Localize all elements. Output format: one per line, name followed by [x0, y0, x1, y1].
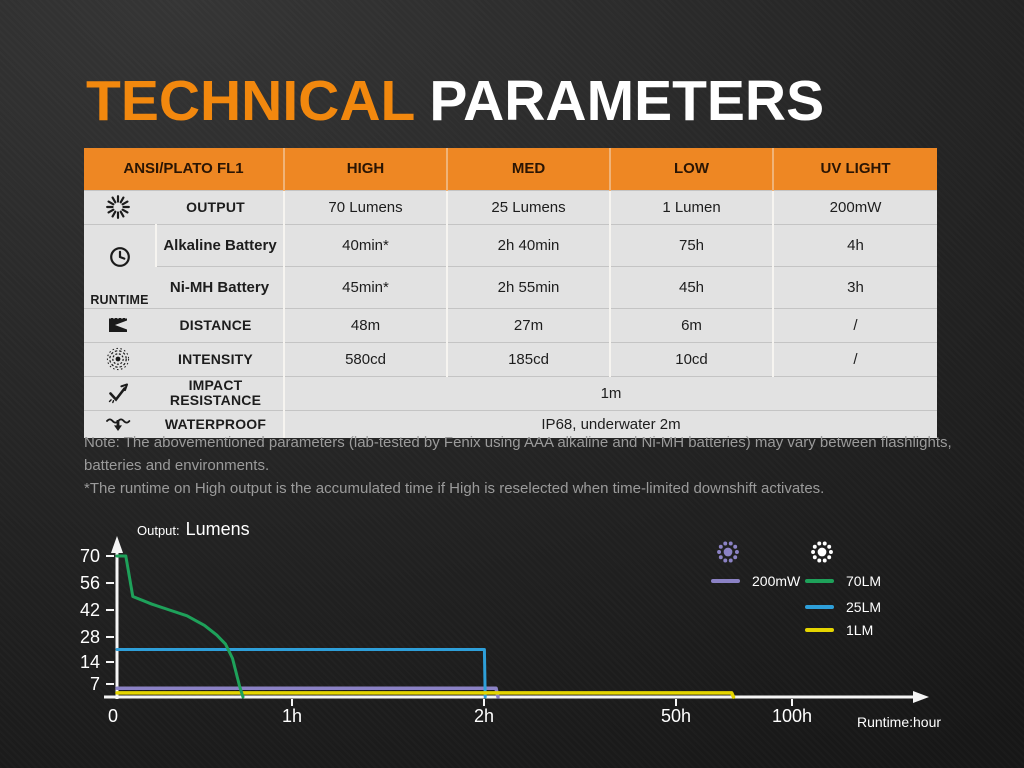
table-row: INTENSITY 580cd 185cd 10cd /: [84, 341, 938, 376]
cell-distance-med: 27m: [446, 307, 611, 342]
series-70LM: [115, 554, 245, 699]
y-tick-label: 7: [90, 674, 100, 694]
legend-swatch: [805, 579, 834, 583]
white-sun-icon: [810, 540, 834, 564]
cell-nimh-uv: 3h: [772, 265, 938, 308]
table-row: DISTANCE 48m 27m 6m /: [84, 307, 938, 342]
legend-label: 70LM: [846, 573, 882, 589]
cell-alkaline-uv: 4h: [772, 223, 938, 266]
chart-x-axis-title: Runtime:hour: [857, 714, 942, 730]
table-row: OUTPUT 70 Lumens 25 Lumens 1 Lumen 200mW: [84, 189, 938, 224]
spec-table: ANSI/PLATO FL1 HIGH MED LOW UV LIGHT OUT…: [84, 148, 938, 438]
clock-icon: [108, 225, 132, 289]
cell-nimh-high: 45min*: [283, 265, 448, 308]
y-tick-label: 56: [80, 573, 100, 593]
cell-intensity-med: 185cd: [446, 341, 611, 376]
x-tick-label: 50h: [661, 706, 691, 726]
impact-arrow-icon: [86, 381, 150, 405]
cell-distance-low: 6m: [609, 307, 774, 342]
cell-output-uv: 200mW: [772, 189, 938, 224]
row-label-runtime: RUNTIME: [90, 292, 149, 307]
cell-intensity-high: 580cd: [283, 341, 448, 376]
x-tick-label: 2h: [474, 706, 494, 726]
series-1LM: [115, 691, 736, 699]
cell-nimh-med: 2h 55min: [446, 265, 611, 308]
row-label-waterproof: WATERPROOF: [164, 415, 267, 432]
x-axis-arrow: [913, 691, 929, 703]
row-label-alkaline: Alkaline Battery: [154, 223, 285, 266]
table-row: Ni-MH Battery 45min* 2h 55min 45h 3h: [84, 265, 938, 308]
page-title-rest: PARAMETERS: [429, 69, 825, 133]
header-high: HIGH: [283, 148, 448, 190]
row-label-impact: IMPACT RESISTANCE: [169, 377, 262, 408]
row-label-intensity: INTENSITY: [178, 350, 253, 367]
cell-output-high: 70 Lumens: [283, 189, 448, 224]
row-label-distance: DISTANCE: [179, 316, 252, 333]
x-tick-label: 100h: [772, 706, 812, 726]
page-title-accent: TECHNICAL: [86, 69, 416, 133]
legend-label: 25LM: [846, 599, 882, 615]
x-tick-label: 1h: [282, 706, 302, 726]
cell-output-low: 1 Lumen: [609, 189, 774, 224]
cell-alkaline-med: 2h 40min: [446, 223, 611, 266]
legend-label: 1LM: [846, 622, 874, 638]
y-tick-label: 14: [80, 652, 100, 672]
cell-alkaline-low: 75h: [609, 223, 774, 266]
cell-distance-high: 48m: [283, 307, 448, 342]
y-axis-arrow: [111, 536, 123, 553]
cell-output-med: 25 Lumens: [446, 189, 611, 224]
legend-swatch: [711, 579, 740, 583]
cell-waterproof-value: IP68, underwater 2m: [283, 409, 938, 438]
sun-burst-icon: [86, 194, 150, 220]
series-25LM: [115, 648, 487, 699]
table-row: WATERPROOF IP68, underwater 2m: [84, 409, 938, 438]
cell-intensity-uv: /: [772, 341, 938, 376]
table-row: RUNTIME Alkaline Battery 40min* 2h 40min…: [84, 223, 938, 308]
y-tick-label: 70: [80, 546, 100, 566]
note-line: Note: The abovementioned parameters (lab…: [84, 434, 952, 474]
cell-impact-value: 1m: [283, 375, 938, 410]
water-arrow-icon: [86, 413, 150, 435]
uv-sun-icon: [716, 540, 740, 564]
target-icon: [86, 347, 150, 371]
chart-y-axis-title: Output: Lumens: [137, 519, 250, 539]
header-standard: ANSI/PLATO FL1: [84, 148, 285, 190]
cell-intensity-low: 10cd: [609, 341, 774, 376]
page-title: TECHNICAL PARAMETERS: [86, 68, 824, 134]
legend-entry-70LM: 70LM: [805, 574, 881, 588]
legend-swatch: [805, 605, 834, 609]
header-med: MED: [446, 148, 611, 190]
row-label-nimh: Ni-MH Battery: [156, 265, 285, 308]
y-tick-label: 28: [80, 627, 100, 647]
table-row: IMPACT RESISTANCE 1m: [84, 375, 938, 410]
beam-flag-icon: [86, 313, 150, 337]
footnotes: Note: The abovementioned parameters (lab…: [84, 431, 952, 500]
legend-label: 200mW: [752, 573, 801, 589]
row-label-output: OUTPUT: [186, 198, 245, 215]
y-tick-label: 42: [80, 600, 100, 620]
cell-nimh-low: 45h: [609, 265, 774, 308]
cell-alkaline-high: 40min*: [283, 223, 448, 266]
note-line: *The runtime on High output is the accum…: [84, 480, 825, 497]
cell-distance-uv: /: [772, 307, 938, 342]
header-uv: UV LIGHT: [772, 148, 938, 190]
legend-entry-200mW: 200mW: [711, 574, 800, 588]
legend-swatch: [805, 628, 834, 632]
header-low: LOW: [609, 148, 774, 190]
table-header-row: ANSI/PLATO FL1 HIGH MED LOW UV LIGHT: [84, 148, 938, 190]
legend-entry-25LM: 25LM: [805, 600, 881, 614]
legend-entry-1LM: 1LM: [805, 623, 873, 637]
x-tick-label: 0: [108, 706, 118, 726]
